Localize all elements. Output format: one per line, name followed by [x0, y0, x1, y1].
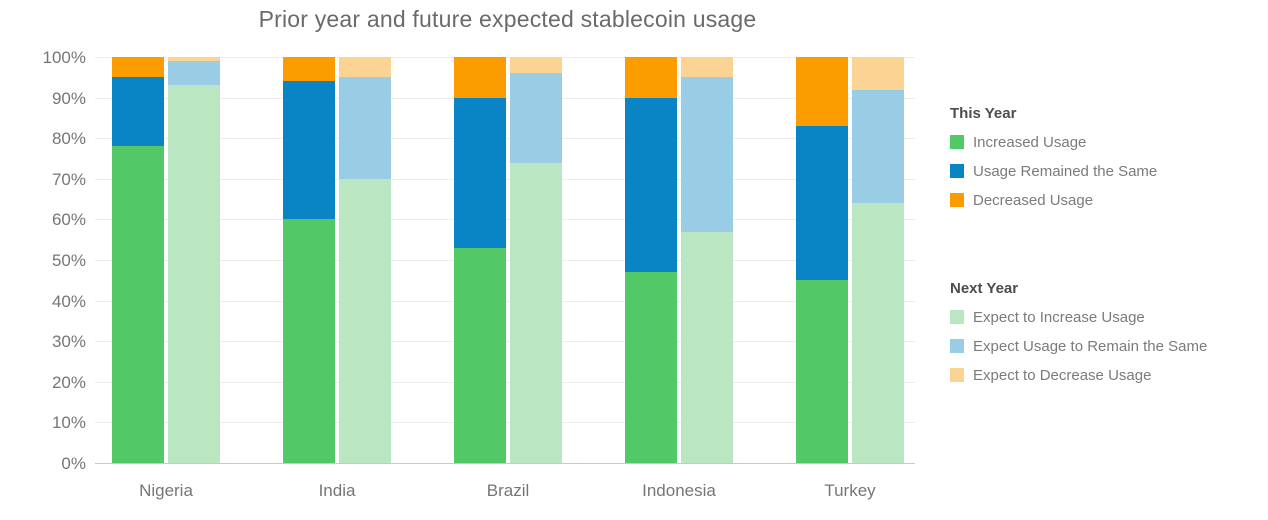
x-axis-label: India [318, 481, 356, 500]
bar-segment [681, 77, 733, 232]
bar-segment [510, 162, 562, 463]
bar-segment [625, 57, 677, 98]
legend-item-label: Usage Remained the Same [973, 162, 1158, 180]
x-axis-label: Brazil [486, 481, 530, 500]
next-year-bar-nigeria [168, 57, 220, 463]
legend-item-label: Decreased Usage [973, 191, 1094, 209]
next-year-bar-india [339, 57, 391, 463]
bar-segment [112, 146, 164, 463]
legend-this-year-header: This Year [950, 105, 1017, 122]
bar-segment [852, 89, 904, 204]
bar-segment [681, 57, 733, 78]
legend-swatch-icon [950, 135, 964, 149]
y-axis-tick-label: 50% [51, 251, 86, 270]
next-year-bar-indonesia [681, 57, 733, 463]
bar-segment [852, 57, 904, 90]
y-axis-tick-label: 100% [42, 48, 86, 67]
legend-item-label: Expect to Decrease Usage [973, 366, 1152, 384]
bar-segment [681, 231, 733, 463]
bar-segment [112, 57, 164, 78]
bar-segment [510, 57, 562, 74]
y-axis-tick-label: 80% [51, 129, 86, 149]
x-axis-label: Nigeria [139, 481, 193, 500]
bar-segment [510, 73, 562, 163]
this-year-bar-turkey [796, 57, 848, 463]
legend-item-label: Increased Usage [973, 133, 1087, 151]
legend-item: Usage Remained the Same [950, 162, 1260, 180]
bar-segment [112, 77, 164, 147]
bar-segment [454, 97, 506, 248]
bar-segment [796, 126, 848, 281]
y-axis-tick-label: 10% [51, 413, 86, 433]
legend-next-year-items: Expect to Increase Usage Expect Usage to … [950, 308, 1260, 384]
legend-item: Expect to Increase Usage [950, 308, 1260, 326]
bar-segment [168, 61, 220, 86]
bar-segment [852, 203, 904, 463]
x-axis-label: Turkey [824, 481, 876, 500]
legend: This Year Increased Usage Usage Remained … [950, 105, 1260, 396]
legend-item-label: Expect Usage to Remain the Same [973, 337, 1208, 355]
this-year-bar-india [283, 57, 335, 463]
plot-area [95, 57, 915, 464]
legend-item: Expect Usage to Remain the Same [950, 337, 1260, 355]
bar-segment [625, 97, 677, 273]
legend-group-next-year: Next Year Expect to Increase Usage Expect… [950, 280, 1260, 384]
y-axis-tick-label: 70% [51, 169, 86, 189]
x-axis-line [95, 463, 915, 464]
bar-segment [168, 85, 220, 463]
bar-segment [168, 57, 220, 62]
bar-segment [454, 247, 506, 463]
this-year-bar-nigeria [112, 57, 164, 463]
legend-this-year-items: Increased Usage Usage Remained the Same De… [950, 133, 1260, 209]
this-year-bar-indonesia [625, 57, 677, 463]
bar-segment [339, 57, 391, 78]
legend-next-year-header: Next Year [950, 280, 1019, 297]
chart-title: Prior year and future expected stablecoi… [258, 6, 757, 32]
next-year-bar-turkey [852, 57, 904, 463]
bar-segment [339, 178, 391, 463]
bar-segment [796, 280, 848, 463]
y-axis-tick-label: 90% [51, 88, 86, 108]
bar-segment [339, 77, 391, 179]
bar-segment [454, 57, 506, 98]
legend-group-this-year: This Year Increased Usage Usage Remained … [950, 105, 1260, 209]
this-year-bar-brazil [454, 57, 506, 463]
legend-swatch-icon [950, 164, 964, 178]
legend-swatch-icon [950, 339, 964, 353]
y-axis-tick-label: 30% [51, 332, 86, 352]
y-axis-tick-label: 60% [51, 210, 86, 230]
legend-swatch-icon [950, 310, 964, 324]
legend-item-label: Expect to Increase Usage [973, 308, 1145, 326]
bar-segment [625, 272, 677, 463]
y-axis-tick-label: 0% [61, 454, 86, 473]
legend-item: Increased Usage [950, 133, 1260, 151]
y-axis-tick-label: 40% [51, 291, 86, 311]
legend-swatch-icon [950, 368, 964, 382]
legend-item: Expect to Decrease Usage [950, 366, 1260, 384]
bar-segment [283, 81, 335, 220]
next-year-bar-brazil [510, 57, 562, 463]
bar-segment [796, 57, 848, 127]
legend-swatch-icon [950, 193, 964, 207]
x-axis-label: Indonesia [642, 481, 716, 500]
legend-item: Decreased Usage [950, 191, 1260, 209]
bar-segment [283, 57, 335, 82]
bar-segment [283, 219, 335, 463]
y-axis-tick-label: 20% [51, 372, 86, 392]
